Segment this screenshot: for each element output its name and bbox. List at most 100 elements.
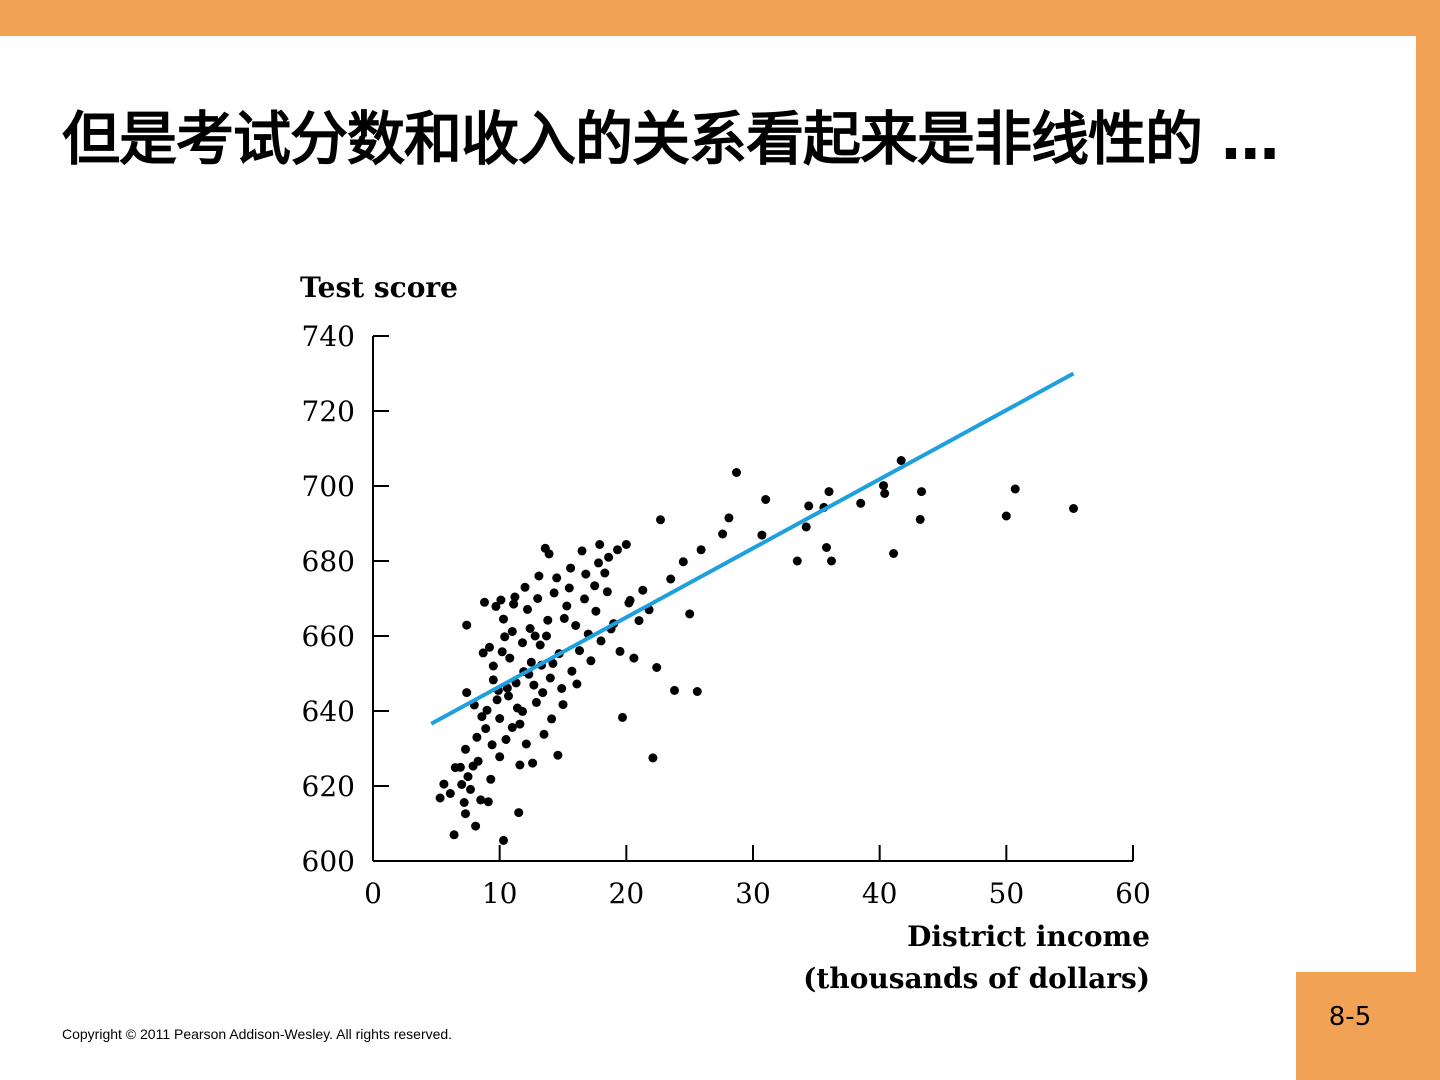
- data-point: [488, 675, 498, 685]
- data-point: [604, 552, 614, 562]
- data-point: [492, 695, 502, 705]
- data-point: [618, 712, 627, 722]
- data-point: [548, 658, 558, 668]
- data-point: [501, 735, 511, 744]
- data-point: [889, 549, 899, 558]
- data-point: [566, 563, 576, 573]
- data-point: [481, 724, 491, 734]
- data-point: [515, 719, 525, 729]
- data-point: [634, 616, 644, 626]
- data-point: [572, 679, 582, 689]
- data-point: [538, 688, 548, 698]
- data-point: [1001, 511, 1011, 521]
- data-point: [624, 598, 634, 608]
- data-point: [596, 636, 606, 646]
- data-point: [491, 601, 501, 611]
- data-point: [509, 599, 519, 609]
- data-point: [562, 601, 572, 611]
- data-point: [477, 712, 487, 722]
- data-point: [547, 714, 557, 724]
- data-point: [461, 744, 470, 754]
- data-point: [439, 779, 449, 789]
- data-point: [507, 627, 517, 636]
- data-point: [544, 549, 554, 559]
- data-point: [552, 573, 562, 583]
- data-point: [435, 793, 445, 803]
- right-accent-bar: [1416, 0, 1440, 1080]
- data-point: [457, 780, 467, 789]
- data-point: [504, 691, 513, 701]
- data-point: [880, 489, 890, 498]
- copyright-notice: Copyright © 2011 Pearson Addison-Wesley.…: [62, 1026, 453, 1042]
- data-point: [523, 604, 532, 614]
- data-point: [539, 729, 549, 739]
- data-point: [478, 648, 488, 658]
- data-point: [529, 680, 539, 690]
- chart-axes: [372, 336, 1133, 862]
- y-axis-label: Test score: [300, 271, 458, 304]
- x-tick-label: 50: [989, 877, 1025, 910]
- x-tick-label: 40: [862, 877, 898, 910]
- data-point: [528, 758, 538, 768]
- data-point: [801, 522, 811, 532]
- data-point: [495, 752, 505, 762]
- y-tick-label: 700: [302, 470, 355, 503]
- regression-line: [430, 371, 1075, 726]
- data-point: [545, 673, 555, 683]
- data-point: [461, 809, 470, 819]
- data-point: [500, 632, 510, 642]
- data-point: [518, 706, 527, 716]
- data-point: [595, 540, 605, 549]
- data-point: [553, 750, 563, 760]
- data-point: [761, 495, 771, 504]
- data-point: [486, 774, 496, 784]
- data-point: [472, 732, 482, 742]
- data-point: [652, 663, 662, 672]
- y-tick-label: 640: [302, 695, 355, 728]
- data-point: [543, 615, 553, 625]
- data-point: [1069, 504, 1078, 513]
- data-point: [459, 798, 469, 807]
- data-point: [581, 569, 591, 579]
- data-point: [559, 613, 569, 623]
- data-point: [648, 753, 658, 763]
- data-point: [685, 609, 695, 619]
- data-point: [613, 545, 622, 555]
- data-point: [557, 684, 567, 693]
- data-point: [558, 700, 568, 710]
- data-point: [718, 529, 728, 539]
- data-point: [575, 646, 584, 656]
- data-point: [567, 666, 577, 676]
- data-point: [692, 687, 702, 696]
- data-point: [879, 481, 888, 491]
- data-point: [827, 556, 836, 566]
- data-point: [525, 624, 535, 633]
- y-tick-label: 660: [302, 620, 355, 653]
- data-point: [515, 760, 525, 770]
- data-point: [591, 606, 601, 616]
- y-tick-label: 680: [302, 545, 355, 578]
- data-point: [757, 530, 767, 540]
- x-tick-label: 20: [609, 877, 645, 910]
- data-point: [530, 631, 540, 641]
- data-point: [577, 546, 587, 556]
- data-point: [505, 653, 515, 663]
- y-tick-label: 740: [302, 320, 355, 353]
- data-point: [518, 638, 527, 648]
- data-point: [656, 515, 665, 525]
- chart-ticks: 600 620 640 660 680 700 720 740 0 10 20 30 40 50 60: [302, 320, 1151, 910]
- data-point: [499, 614, 508, 624]
- page-number: 8-5: [1328, 1002, 1372, 1032]
- data-point: [510, 592, 520, 602]
- data-point: [564, 583, 574, 593]
- x-tick-label: 30: [735, 877, 771, 910]
- data-point: [590, 581, 600, 591]
- data-point: [526, 657, 536, 667]
- data-point: [856, 498, 866, 508]
- data-point: [696, 545, 706, 555]
- data-point: [487, 740, 497, 750]
- data-point: [531, 697, 541, 707]
- data-point: [804, 501, 814, 511]
- data-point: [483, 797, 493, 807]
- data-point: [480, 597, 489, 607]
